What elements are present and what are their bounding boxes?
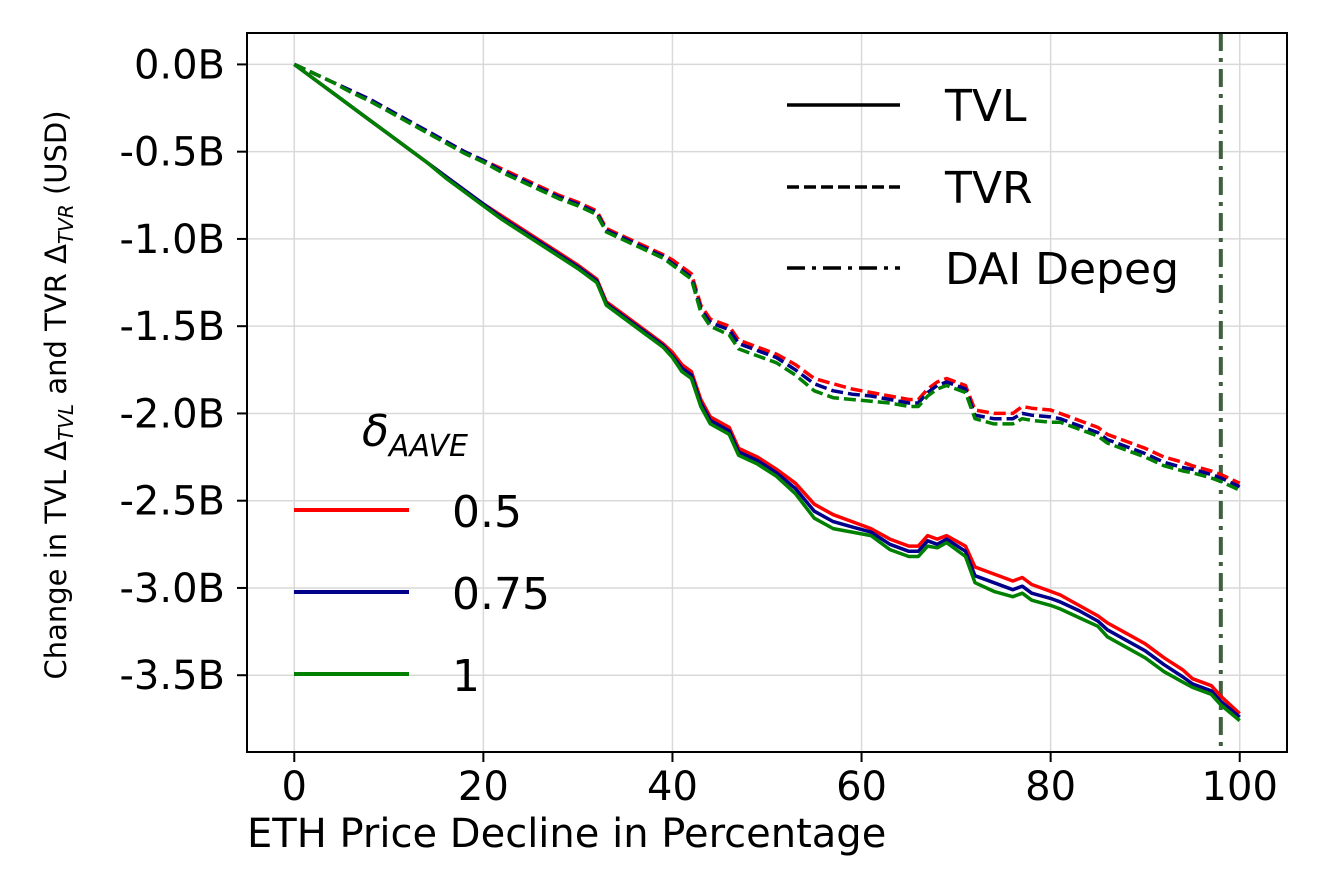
x-tick-label: 40 xyxy=(647,764,698,810)
series-line-tvl-1 xyxy=(293,62,1241,722)
legend-delta-label-0-5: 0.5 xyxy=(452,487,522,538)
y-tick-label: -2.5B xyxy=(120,479,226,525)
x-tick-label: 20 xyxy=(458,764,509,810)
legend-label-dashdot: DAI Depeg xyxy=(945,244,1179,295)
legend-delta-aave: δAAVE 0.5 0.75 1 xyxy=(294,406,550,702)
series-layer xyxy=(293,62,1241,722)
legend-label-solid: TVL xyxy=(944,81,1027,132)
legend-delta-title: δAAVE xyxy=(362,406,468,464)
series-line-tvr-1 xyxy=(293,62,1241,492)
y-tick-label: -3.0B xyxy=(120,566,226,612)
x-tick-label: 60 xyxy=(836,764,887,810)
y-tick-label: -0.5B xyxy=(120,130,226,176)
grid xyxy=(247,33,1287,752)
tick-layer: 0 20 40 60 80 100 0.0B -0.5B -1.0B -1.5B -2.0B -2.5… xyxy=(120,42,1278,810)
y-tick-label: -3.5B xyxy=(120,653,226,699)
x-tick-label: 100 xyxy=(1202,764,1278,810)
plot-frame xyxy=(246,32,1288,753)
x-axis-label: ETH Price Decline in Percentage xyxy=(247,811,886,857)
legend-delta-label-1: 1 xyxy=(452,651,480,702)
y-tick-label: 0.0B xyxy=(134,42,225,88)
y-tick-label: -1.0B xyxy=(120,217,226,263)
y-axis-label: Change in TVL ΔTVL and TVR ΔTVR (USD) xyxy=(39,110,78,679)
legend-line-styles: TVL TVR DAI Depeg xyxy=(787,81,1179,295)
y-tick-label: -1.5B xyxy=(120,304,226,350)
legend-delta-label-0-75: 0.75 xyxy=(452,569,550,620)
x-tick-label: 0 xyxy=(282,764,307,810)
legend-label-dashed: TVR xyxy=(944,163,1033,214)
y-tick-label: -2.0B xyxy=(120,391,226,437)
x-tick-label: 80 xyxy=(1025,764,1076,810)
